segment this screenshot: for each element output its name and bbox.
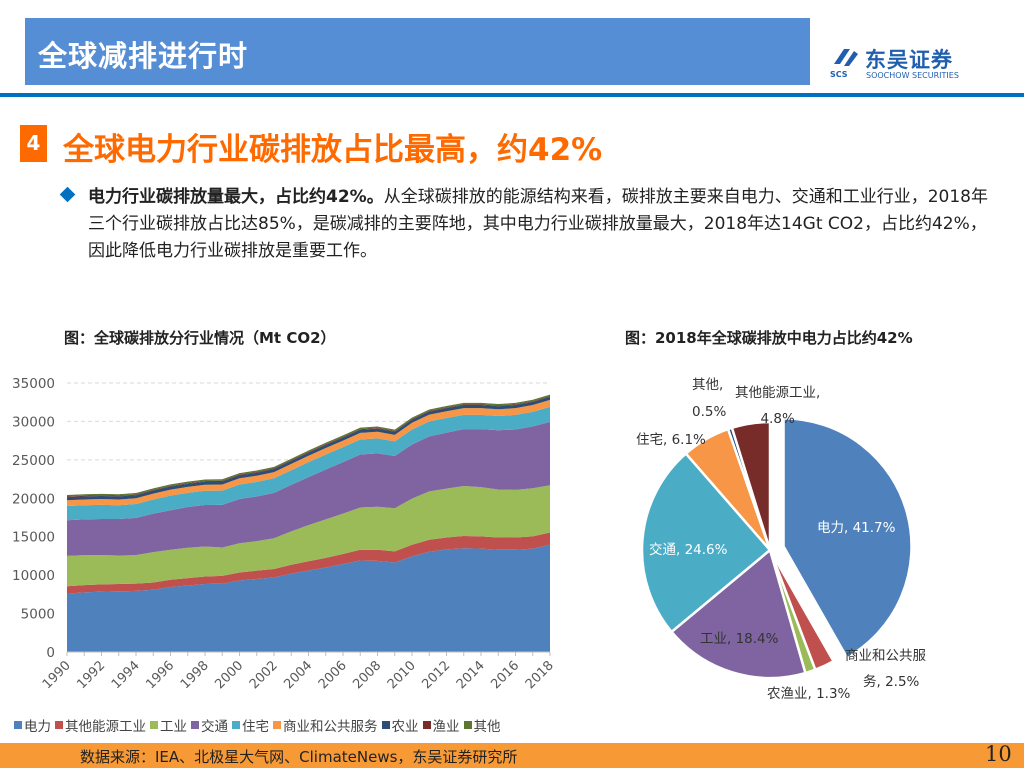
pie-label-transport: 交通, 24.6%	[649, 542, 728, 558]
legend-swatch	[273, 721, 281, 729]
legend-label: 交通	[201, 719, 228, 735]
x-tick-label: 1998	[178, 658, 212, 692]
pie-label-agri-fishery: 农渔业, 1.3%	[767, 686, 851, 702]
pie-label-commercial-line1: 商业和公共服	[845, 648, 926, 664]
x-tick-label: 2004	[281, 658, 315, 692]
pie-chart-title: 图：2018年全球碳排放中电力占比约42%	[625, 329, 913, 347]
logo-name: 东吴证券	[865, 48, 953, 72]
x-tick-label: 1992	[74, 658, 108, 692]
pie-chart	[640, 417, 913, 680]
area-series-交通	[67, 421, 550, 556]
legend-label: 农业	[391, 719, 419, 735]
area-series-农业	[67, 396, 550, 501]
area-series-其他能源工业	[67, 532, 550, 594]
legend-item: 商业和公共服务	[273, 715, 378, 735]
legend-item: 电力	[14, 715, 51, 735]
legend-label: 其他能源工业	[65, 719, 146, 735]
pie-label-commercial-line2: 务, 2.5%	[863, 674, 920, 690]
legend-swatch	[381, 721, 390, 729]
legend-label: 电力	[24, 719, 51, 735]
x-tick-label: 1990	[40, 658, 74, 692]
legend-label: 工业	[160, 719, 187, 735]
legend-swatch	[422, 721, 431, 729]
diamond-bullet-icon	[59, 186, 76, 203]
area-series-住宅	[67, 406, 550, 521]
pie-slice-其他能源工业	[730, 420, 772, 551]
section-number: 4	[20, 125, 47, 162]
pie-slice-交通	[640, 451, 772, 634]
area-series-商业和公共服务	[67, 399, 550, 506]
page-number: 10	[985, 742, 1012, 766]
legend-swatch	[150, 721, 158, 729]
body-text: 从全球碳排放的能源结构来看，碳排放主要来自电力、交通和工业行业，2018年三个行…	[88, 187, 988, 261]
legend-label: 住宅	[242, 719, 269, 735]
y-tick-label: 15000	[12, 530, 55, 546]
pie-label-power: 电力, 41.7%	[817, 520, 896, 536]
pie-label-other-energy-line2: 4.8%	[760, 411, 795, 427]
y-tick-label: 35000	[12, 376, 55, 392]
x-tick-label: 2006	[316, 658, 350, 692]
area-series-电力	[67, 544, 550, 652]
x-tick-label: 2016	[488, 658, 522, 692]
footer-bar	[0, 743, 1024, 768]
legend-item: 其他能源工业	[55, 715, 146, 735]
legend-label: 商业和公共服务	[283, 719, 378, 735]
x-tick-label: 2018	[523, 658, 557, 692]
legend-swatch	[191, 721, 199, 729]
y-tick-label: 20000	[12, 491, 55, 507]
legend-item: 渔业	[422, 715, 460, 735]
logo-mark-text: SCS	[830, 70, 848, 79]
header-title: 全球减排进行时	[38, 39, 249, 73]
body-paragraph: 电力行业碳排放量最大，占比约42%。从全球碳排放的能源结构来看，碳排放主要来自电…	[88, 184, 993, 265]
legend-label: 其他	[473, 719, 501, 735]
pie-label-other-line2: 0.5%	[692, 404, 727, 420]
section-heading: 全球电力行业碳排放占比最高，约42%	[63, 132, 603, 168]
legend-label: 渔业	[432, 719, 460, 735]
pie-label-commercial: 商业和公共服务, 2.5%	[845, 643, 926, 695]
legend-swatch	[232, 721, 240, 729]
legend-item: 其他	[463, 715, 501, 735]
pie-label-residential: 住宅, 6.1%	[636, 432, 706, 448]
logo-english: SOOCHOW SECURITIES	[866, 71, 959, 80]
legend-item: 交通	[191, 715, 228, 735]
x-tick-label: 2002	[247, 658, 281, 692]
legend-item: 工业	[150, 715, 187, 735]
legend-item: 农业	[381, 715, 419, 735]
x-tick-label: 2010	[385, 658, 419, 692]
area-series-其他	[67, 394, 550, 497]
pie-slice-电力	[782, 417, 913, 660]
pie-label-other-energy: 其他能源工业, 4.8%	[735, 380, 820, 432]
x-tick-label: 2008	[350, 658, 384, 692]
body-lead: 电力行业碳排放量最大，占比约42%。	[88, 187, 384, 207]
area-chart-title: 图：全球碳排放分行业情况（Mt CO2）	[64, 329, 336, 347]
pie-label-other: 其他, 0.5%	[692, 372, 726, 426]
legend-item: 住宅	[232, 715, 269, 735]
pie-label-other-energy-line1: 其他能源工业,	[735, 385, 821, 401]
area-chart-legend: 电力 其他能源工业 工业 交通 住宅 商业和公共服务 农业 渔业 其他	[14, 715, 501, 735]
x-tick-label: 1996	[143, 658, 177, 692]
y-tick-label: 10000	[12, 568, 55, 584]
pie-label-industry: 工业, 18.4%	[700, 631, 779, 647]
pie-slice-工业	[669, 547, 807, 680]
header-divider	[0, 93, 1024, 97]
legend-swatch	[463, 721, 472, 729]
x-tick-label: 2000	[212, 658, 246, 692]
y-tick-label: 25000	[12, 453, 55, 469]
x-tick-label: 2012	[419, 658, 453, 692]
x-tick-label: 2014	[454, 658, 488, 692]
soochow-logo-icon	[834, 49, 858, 66]
legend-swatch	[55, 721, 63, 729]
pie-label-other-line1: 其他,	[692, 377, 724, 393]
y-tick-label: 30000	[12, 414, 55, 430]
x-tick-label: 1994	[109, 658, 143, 692]
legend-swatch	[14, 721, 22, 729]
header-banner	[25, 18, 810, 85]
y-tick-label: 0	[46, 645, 55, 661]
data-source: 数据来源：IEA、北极星大气网、ClimateNews，东吴证券研究所	[80, 748, 518, 766]
area-series-工业	[67, 485, 550, 587]
y-tick-label: 5000	[21, 607, 55, 623]
